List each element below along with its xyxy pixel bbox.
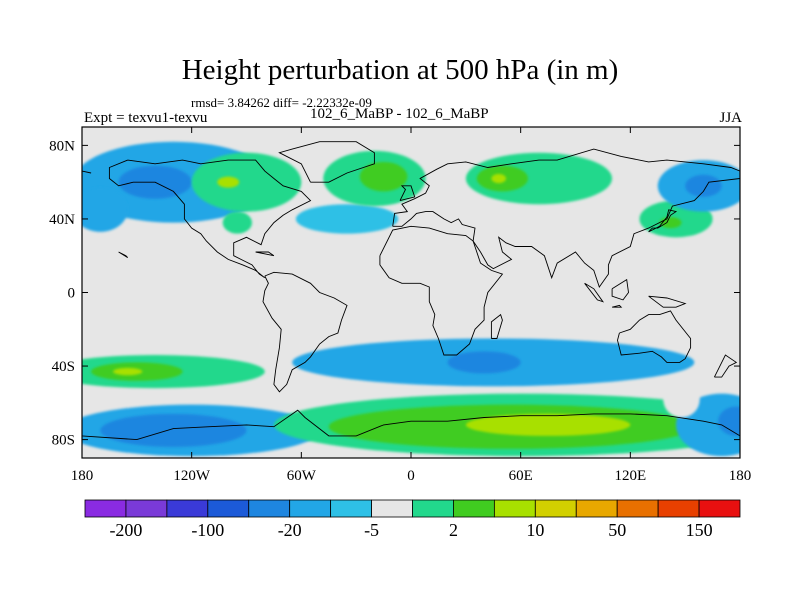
contour-blob-europe-high-core <box>359 161 408 192</box>
lon-tick-label: 60W <box>287 468 317 484</box>
colorbar-swatch <box>453 499 495 518</box>
contour-blob-na-high-small <box>222 211 252 234</box>
contour-blob-sh-west-low-core <box>100 413 247 447</box>
contour-blob-atlantic-low <box>295 204 399 234</box>
colorbar-label: -100 <box>191 520 224 540</box>
contour-blob-sh-east-low-inset <box>663 380 700 418</box>
colorbar-swatch <box>207 499 250 518</box>
map-title: Height perturbation at 500 hPa (in m) <box>181 54 619 86</box>
coastline-15 <box>648 295 687 308</box>
colorbar-label: 150 <box>686 520 713 540</box>
colorbar: -200 -100 -20 -5 2 10 50 150 <box>84 499 741 540</box>
coastline-8 <box>713 354 738 378</box>
lon-tick-label: 120E <box>614 468 646 484</box>
coastline-3 <box>392 148 740 227</box>
colorbar-swatch <box>657 499 700 518</box>
coastline-11 <box>399 185 416 202</box>
colorbar-label: 2 <box>449 520 458 540</box>
colorbar-swatch <box>84 499 127 518</box>
contour-blob-sh-mid-high-peak <box>465 413 631 436</box>
experiment-label: Expt = texvu1-texvu <box>84 110 208 126</box>
coastline-14 <box>611 304 623 308</box>
coastline-4 <box>82 170 92 174</box>
lat-tick-label: 80N <box>49 138 75 154</box>
lat-tick-label: 40N <box>49 212 75 228</box>
lon-tick-label: 180 <box>729 468 752 484</box>
colorbar-swatch <box>166 499 209 518</box>
contour-field-layer <box>82 141 740 457</box>
lon-tick-label: 120W <box>173 468 211 484</box>
coastline-17 <box>255 251 275 257</box>
coastline-16 <box>611 278 629 301</box>
lon-tick-label: 0 <box>407 468 415 484</box>
coastline-9 <box>82 409 740 441</box>
contour-blob-asia-high-peak <box>491 173 507 184</box>
colorbar-swatch <box>698 499 741 518</box>
axis-ticks: 180 120W 60W 0 60E 120E 180 80N 40N 0 40S 80S <box>49 127 751 484</box>
colorbar-swatch <box>412 499 454 518</box>
lat-tick-label: 40S <box>52 359 75 375</box>
colorbar-label: 10 <box>526 520 544 540</box>
contour-blob-nh-atlantic-high <box>191 152 302 212</box>
coastline-5 <box>392 178 740 288</box>
colorbar-label: -200 <box>109 520 142 540</box>
coastline-10 <box>278 141 375 183</box>
coastline-1 <box>262 271 348 393</box>
coastline-layer <box>82 141 740 441</box>
colorbar-swatch <box>371 499 413 518</box>
colorbar-label: -5 <box>364 520 379 540</box>
comparison-label: 102_6_MaBP - 102_6_MaBP <box>310 106 489 122</box>
colorbar-swatch <box>616 499 659 518</box>
contour-blob-nh-atlantic-high-core <box>217 176 240 188</box>
contour-blob-nh-pacific-low-west <box>82 187 128 232</box>
coastline-7 <box>490 313 503 339</box>
colorbar-swatch <box>125 499 168 518</box>
coastline-18 <box>118 251 129 258</box>
lat-tick-label: 80S <box>52 433 75 449</box>
coastline-13 <box>584 282 605 303</box>
contour-blob-sh-west-high-peak <box>113 367 143 376</box>
coastline-0 <box>108 159 312 279</box>
colorbar-swatch <box>248 499 291 518</box>
coastline-2 <box>379 225 504 356</box>
colorbar-swatch <box>534 499 577 518</box>
colorbar-label: -20 <box>278 520 302 540</box>
colorbar-swatch <box>575 499 618 518</box>
season-label: JJA <box>719 110 742 126</box>
contour-blob-sh-mid-low-core <box>447 351 521 374</box>
colorbar-swatch <box>493 499 536 518</box>
contour-blob-sh-east-low-core <box>718 406 740 436</box>
colorbar-swatch <box>289 499 332 518</box>
coastline-6 <box>617 310 692 363</box>
contour-blob-np-low-east-core <box>685 174 722 197</box>
lon-tick-label: 60E <box>509 468 533 484</box>
lon-tick-label: 180 <box>71 468 94 484</box>
colorbar-label: 50 <box>608 520 626 540</box>
lat-tick-label: 0 <box>68 286 76 302</box>
coastline-12 <box>648 209 678 233</box>
statistics-subtitle: rmsd= 3.84262 diff= -2.22332e-09 <box>191 95 372 110</box>
colorbar-swatch <box>330 499 372 518</box>
